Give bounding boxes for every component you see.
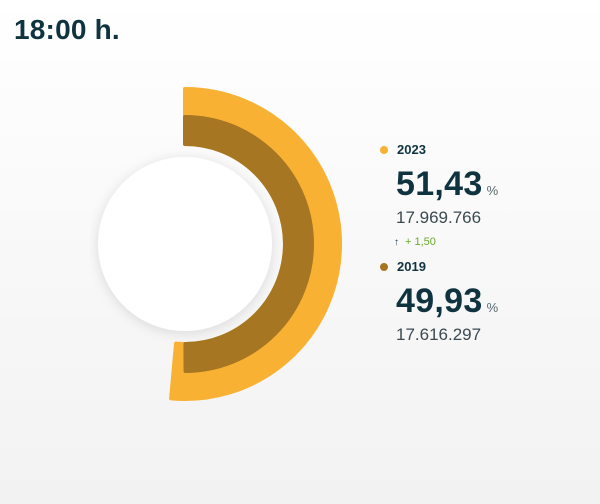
arrow-up-icon: ↑ — [394, 236, 399, 248]
legend-dot-2019 — [380, 262, 388, 271]
difference-indicator: ↑ + 1,50 — [394, 236, 436, 248]
legend-dot-2023 — [380, 145, 388, 154]
participation-chart — [98, 87, 342, 401]
votes-2023: 17.969.766 — [396, 208, 482, 227]
votes-2019: 17.616.297 — [396, 325, 482, 344]
legend-2019: 2019 49,93 % 17.616.297 — [380, 259, 498, 345]
legend-year-2019: 2019 — [397, 259, 426, 274]
percent-2023: 51,43 — [396, 165, 483, 203]
percent-unit-2023: % — [486, 183, 499, 198]
legend-year-2023: 2023 — [397, 142, 426, 157]
arc-2019 — [183, 115, 314, 373]
time-title: 18:00 h. — [14, 14, 120, 45]
legend-2023: 2023 51,43 % 17.969.766 — [380, 142, 498, 228]
percent-unit-2019: % — [486, 300, 499, 315]
chart-center-hole — [98, 157, 272, 331]
percent-2019: 49,93 — [396, 282, 483, 320]
difference-value: + 1,50 — [405, 236, 436, 248]
